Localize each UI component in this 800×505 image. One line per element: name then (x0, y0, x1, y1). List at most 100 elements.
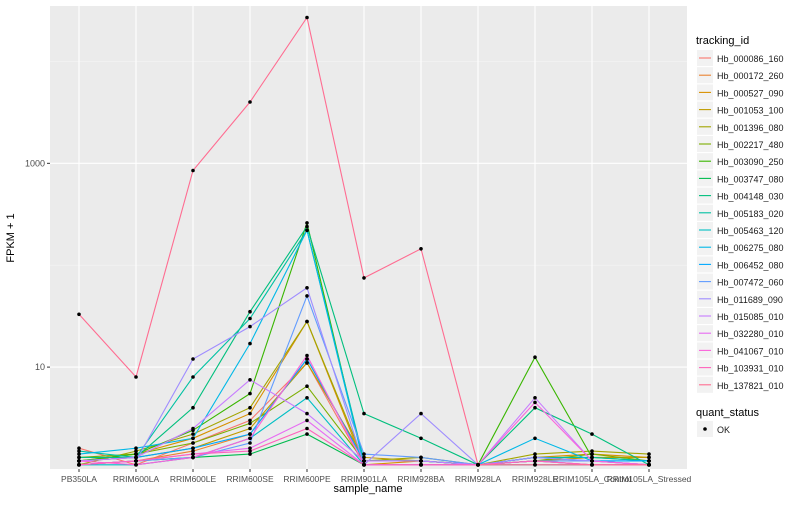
legend-label: Hb_015085_010 (717, 312, 784, 322)
data-point (533, 400, 537, 405)
legend-quant-point (703, 427, 707, 431)
data-point (77, 449, 81, 453)
data-point (590, 432, 594, 436)
data-point (134, 463, 138, 467)
data-point (248, 391, 252, 396)
data-point (248, 449, 252, 453)
data-point (590, 455, 594, 460)
legend-label: Hb_001396_080 (717, 123, 784, 133)
data-point (191, 168, 195, 173)
data-point (305, 15, 309, 20)
legend-items: Hb_000086_160 Hb_000172_260 Hb_000527_090 H… (697, 50, 784, 393)
data-point (533, 396, 537, 400)
legend-label: Hb_103931_010 (717, 364, 784, 374)
x-axis-title: sample_name (333, 483, 402, 495)
data-point (77, 446, 81, 451)
data-point (533, 452, 537, 456)
data-point (533, 455, 537, 460)
data-point (305, 224, 309, 229)
grid-minor (50, 61, 687, 266)
x-tick-label: PB350LA (61, 474, 97, 484)
data-point (305, 418, 309, 423)
x-tick-label: RRIM901LA (341, 474, 388, 484)
data-point (590, 449, 594, 453)
legend-label: Hb_003747_080 (717, 174, 784, 184)
data-point (248, 405, 252, 410)
data-point (191, 375, 195, 379)
data-point (248, 411, 252, 416)
data-point (191, 426, 195, 431)
x-tick-label: RRIM600LA (113, 474, 160, 484)
data-point (248, 452, 252, 456)
data-point (248, 432, 252, 436)
legend-quant-label: OK (717, 425, 730, 435)
data-point (191, 455, 195, 460)
data-point (419, 247, 423, 251)
data-point (191, 446, 195, 451)
data-point (419, 463, 423, 467)
data-point (134, 455, 138, 460)
legend-label: Hb_006452_080 (717, 260, 784, 270)
legend-label: Hb_005183_020 (717, 209, 784, 219)
legend-label: Hb_000086_160 (717, 54, 784, 64)
data-point (533, 459, 537, 463)
data-point (419, 455, 423, 460)
data-point (77, 455, 81, 460)
plot-panel (50, 6, 687, 469)
data-point (590, 452, 594, 456)
data-point (191, 405, 195, 410)
data-point (248, 441, 252, 445)
data-point (248, 421, 252, 426)
legend-label: Hb_006275_080 (717, 243, 784, 253)
data-point (248, 100, 252, 104)
data-point (362, 463, 366, 467)
data-point (134, 446, 138, 451)
x-tick-label: RRIM928LE (512, 474, 559, 484)
data-point (305, 286, 309, 290)
y-tick-label: 10 (35, 362, 45, 372)
legend-label: Hb_041067_010 (717, 346, 784, 356)
data-point (362, 452, 366, 456)
data-point (647, 459, 651, 463)
x-tick-label: RRIM928LA (455, 474, 502, 484)
legend-label: Hb_007472_060 (717, 278, 784, 288)
legend-label: Hb_005463_120 (717, 226, 784, 236)
legend-label: Hb_002217_480 (717, 140, 784, 150)
legend-title: tracking_id (696, 35, 749, 47)
data-point (647, 455, 651, 460)
data-point (305, 228, 309, 233)
data-point (248, 426, 252, 431)
data-point (362, 276, 366, 280)
x-tick-label: RRIM105LA_Control (553, 474, 632, 484)
data-point (305, 319, 309, 324)
data-point (77, 463, 81, 467)
data-point (362, 455, 366, 460)
data-point (248, 341, 252, 346)
legend-label: Hb_003090_250 (717, 157, 784, 167)
data-point (533, 405, 537, 410)
data-point (191, 449, 195, 453)
data-point (305, 426, 309, 431)
y-tick-label: 1000 (25, 158, 45, 168)
data-point (305, 294, 309, 298)
data-point (134, 449, 138, 453)
data-point (419, 411, 423, 416)
legend-label: Hb_032280_010 (717, 329, 784, 339)
data-point (305, 357, 309, 361)
x-axis: PB350LA RRIM600LA RRIM600LE RRIM600SE RRIM60… (61, 469, 692, 484)
data-point (305, 353, 309, 358)
data-point (590, 459, 594, 463)
data-point (191, 436, 195, 441)
data-point (362, 459, 366, 463)
legend-label: Hb_000172_260 (717, 71, 784, 81)
data-point (647, 463, 651, 467)
legend-quant-title: quant_status (696, 407, 759, 419)
legend: tracking_id Hb_000086_160 Hb_000172_260 Hb… (696, 35, 784, 437)
data-point (248, 436, 252, 441)
data-point (305, 396, 309, 400)
data-point (533, 355, 537, 360)
legend-label: Hb_004148_030 (717, 192, 784, 202)
data-point (305, 221, 309, 225)
data-point (248, 324, 252, 329)
x-tick-label: RRIM600SE (226, 474, 274, 484)
